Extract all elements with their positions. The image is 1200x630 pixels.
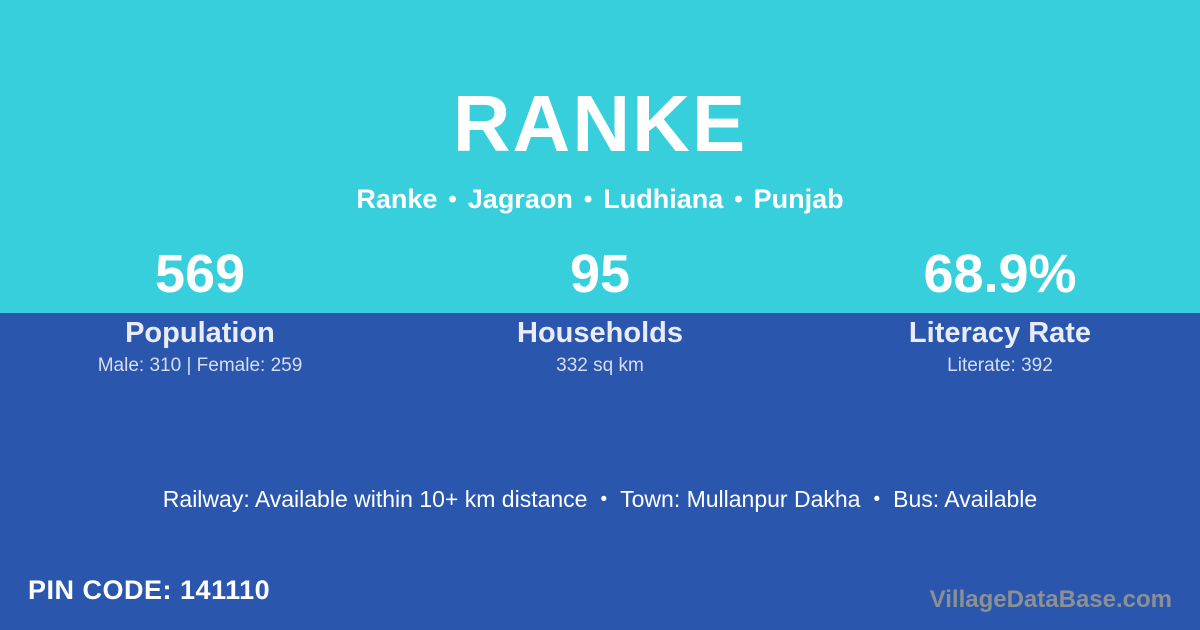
breadcrumb-item-tehsil: Jagraon — [467, 184, 573, 214]
pin-code-label: PIN CODE: — [28, 575, 173, 605]
breadcrumb-separator: • — [734, 186, 743, 213]
breadcrumb-item-state: Punjab — [753, 184, 844, 214]
breadcrumb-item-district: Ludhiana — [603, 184, 724, 214]
village-title: RANKE — [452, 79, 748, 168]
pin-code-value: 141110 — [180, 575, 271, 605]
hero-section: RANKE Ranke • Jagraon • Ludhiana • Punjab 569 … — [0, 0, 1200, 313]
stat-column-population: Population Male: 310 | Female: 259 — [0, 316, 400, 378]
transport-info-line: Railway: Available within 10+ km distanc… — [0, 485, 1200, 514]
stat-label: Population — [125, 317, 275, 349]
stat-value-population: 569 — [154, 244, 246, 304]
transport-item-bus: Bus: Available — [893, 486, 1038, 512]
transport-item-town: Town: Mullanpur Dakha — [620, 486, 861, 512]
stat-column-literacy: Literacy Rate Literate: 392 — [800, 316, 1200, 378]
stat-detail: Male: 310 | Female: 259 — [97, 355, 303, 376]
breadcrumb-item-village: Ranke — [356, 184, 438, 214]
transport-separator: • — [600, 489, 608, 510]
watermark: VillageDataBase.com — [929, 586, 1172, 613]
stat-detail: Literate: 392 — [947, 355, 1053, 376]
stat-value-households: 95 — [569, 244, 631, 304]
transport-separator: • — [873, 489, 881, 510]
pin-code: PIN CODE: 141110 — [28, 575, 270, 605]
stat-value-literacy: 68.9% — [923, 244, 1077, 304]
stats-values-row: 569 95 68.9% — [0, 247, 1200, 301]
breadcrumb: Ranke • Jagraon • Ludhiana • Punjab — [0, 183, 1200, 216]
breadcrumb-separator: • — [583, 186, 593, 213]
stat-column-households: Households 332 sq km — [400, 316, 800, 378]
lower-section: Population Male: 310 | Female: 259 House… — [0, 313, 1200, 630]
stat-detail: 332 sq km — [556, 355, 644, 376]
stats-labels-row: Population Male: 310 | Female: 259 House… — [0, 313, 1200, 378]
stat-label: Literacy Rate — [908, 317, 1092, 349]
transport-item-railway: Railway: Available within 10+ km distanc… — [162, 486, 588, 512]
breadcrumb-separator: • — [448, 186, 457, 213]
stat-label: Households — [517, 317, 683, 349]
